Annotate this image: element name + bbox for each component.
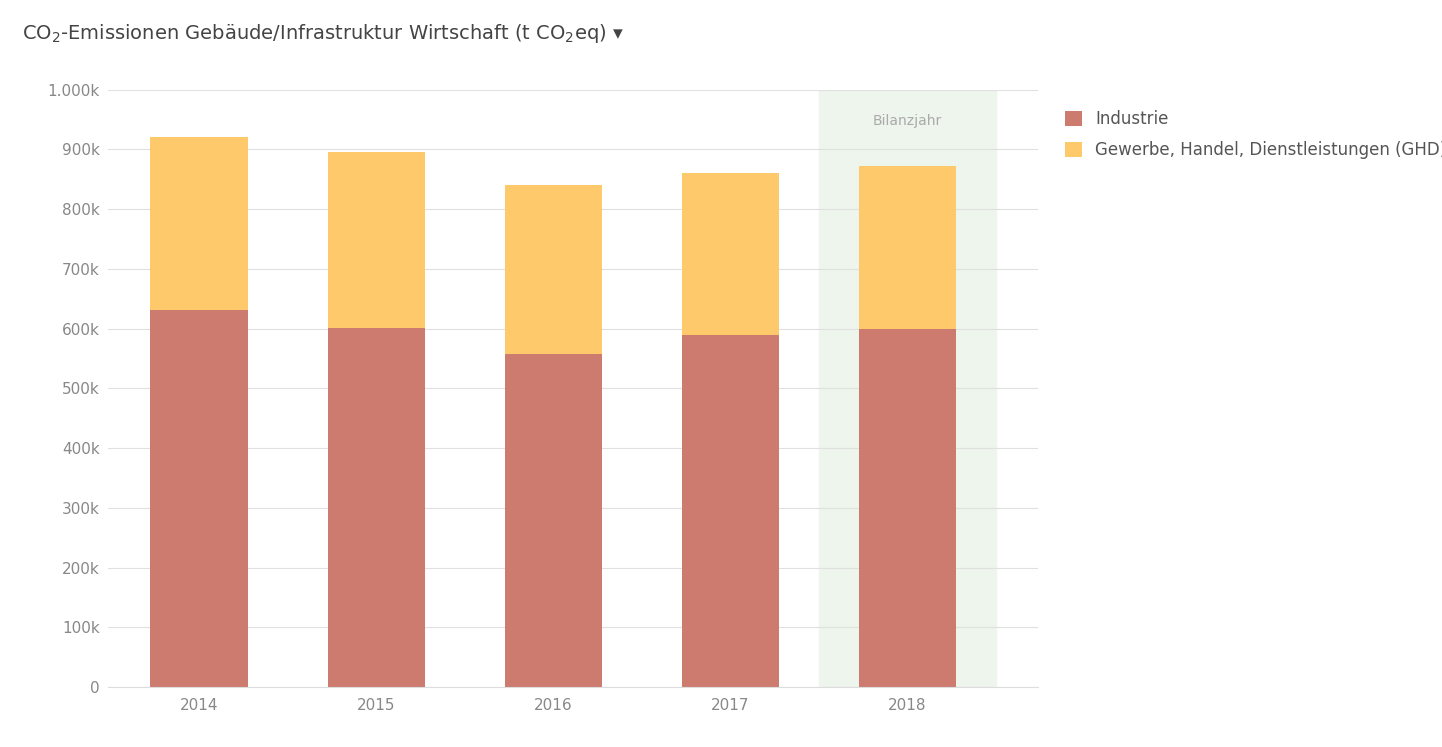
- Bar: [819, 90, 996, 687]
- Bar: [150, 309, 248, 687]
- Bar: [682, 335, 779, 687]
- Text: Bilanzjahr: Bilanzjahr: [872, 114, 942, 128]
- Bar: [150, 137, 248, 309]
- Bar: [327, 152, 425, 328]
- Text: CO$_2$-Emissionen Gebäude/Infrastruktur Wirtschaft (t CO$_2$eq) ▾: CO$_2$-Emissionen Gebäude/Infrastruktur …: [22, 22, 624, 46]
- Bar: [682, 173, 779, 335]
- Bar: [505, 354, 601, 687]
- Legend: Industrie, Gewerbe, Handel, Dienstleistungen (GHD): Industrie, Gewerbe, Handel, Dienstleistu…: [1066, 110, 1442, 159]
- Bar: [859, 166, 956, 329]
- Bar: [505, 185, 601, 354]
- Bar: [859, 329, 956, 687]
- Bar: [327, 328, 425, 687]
